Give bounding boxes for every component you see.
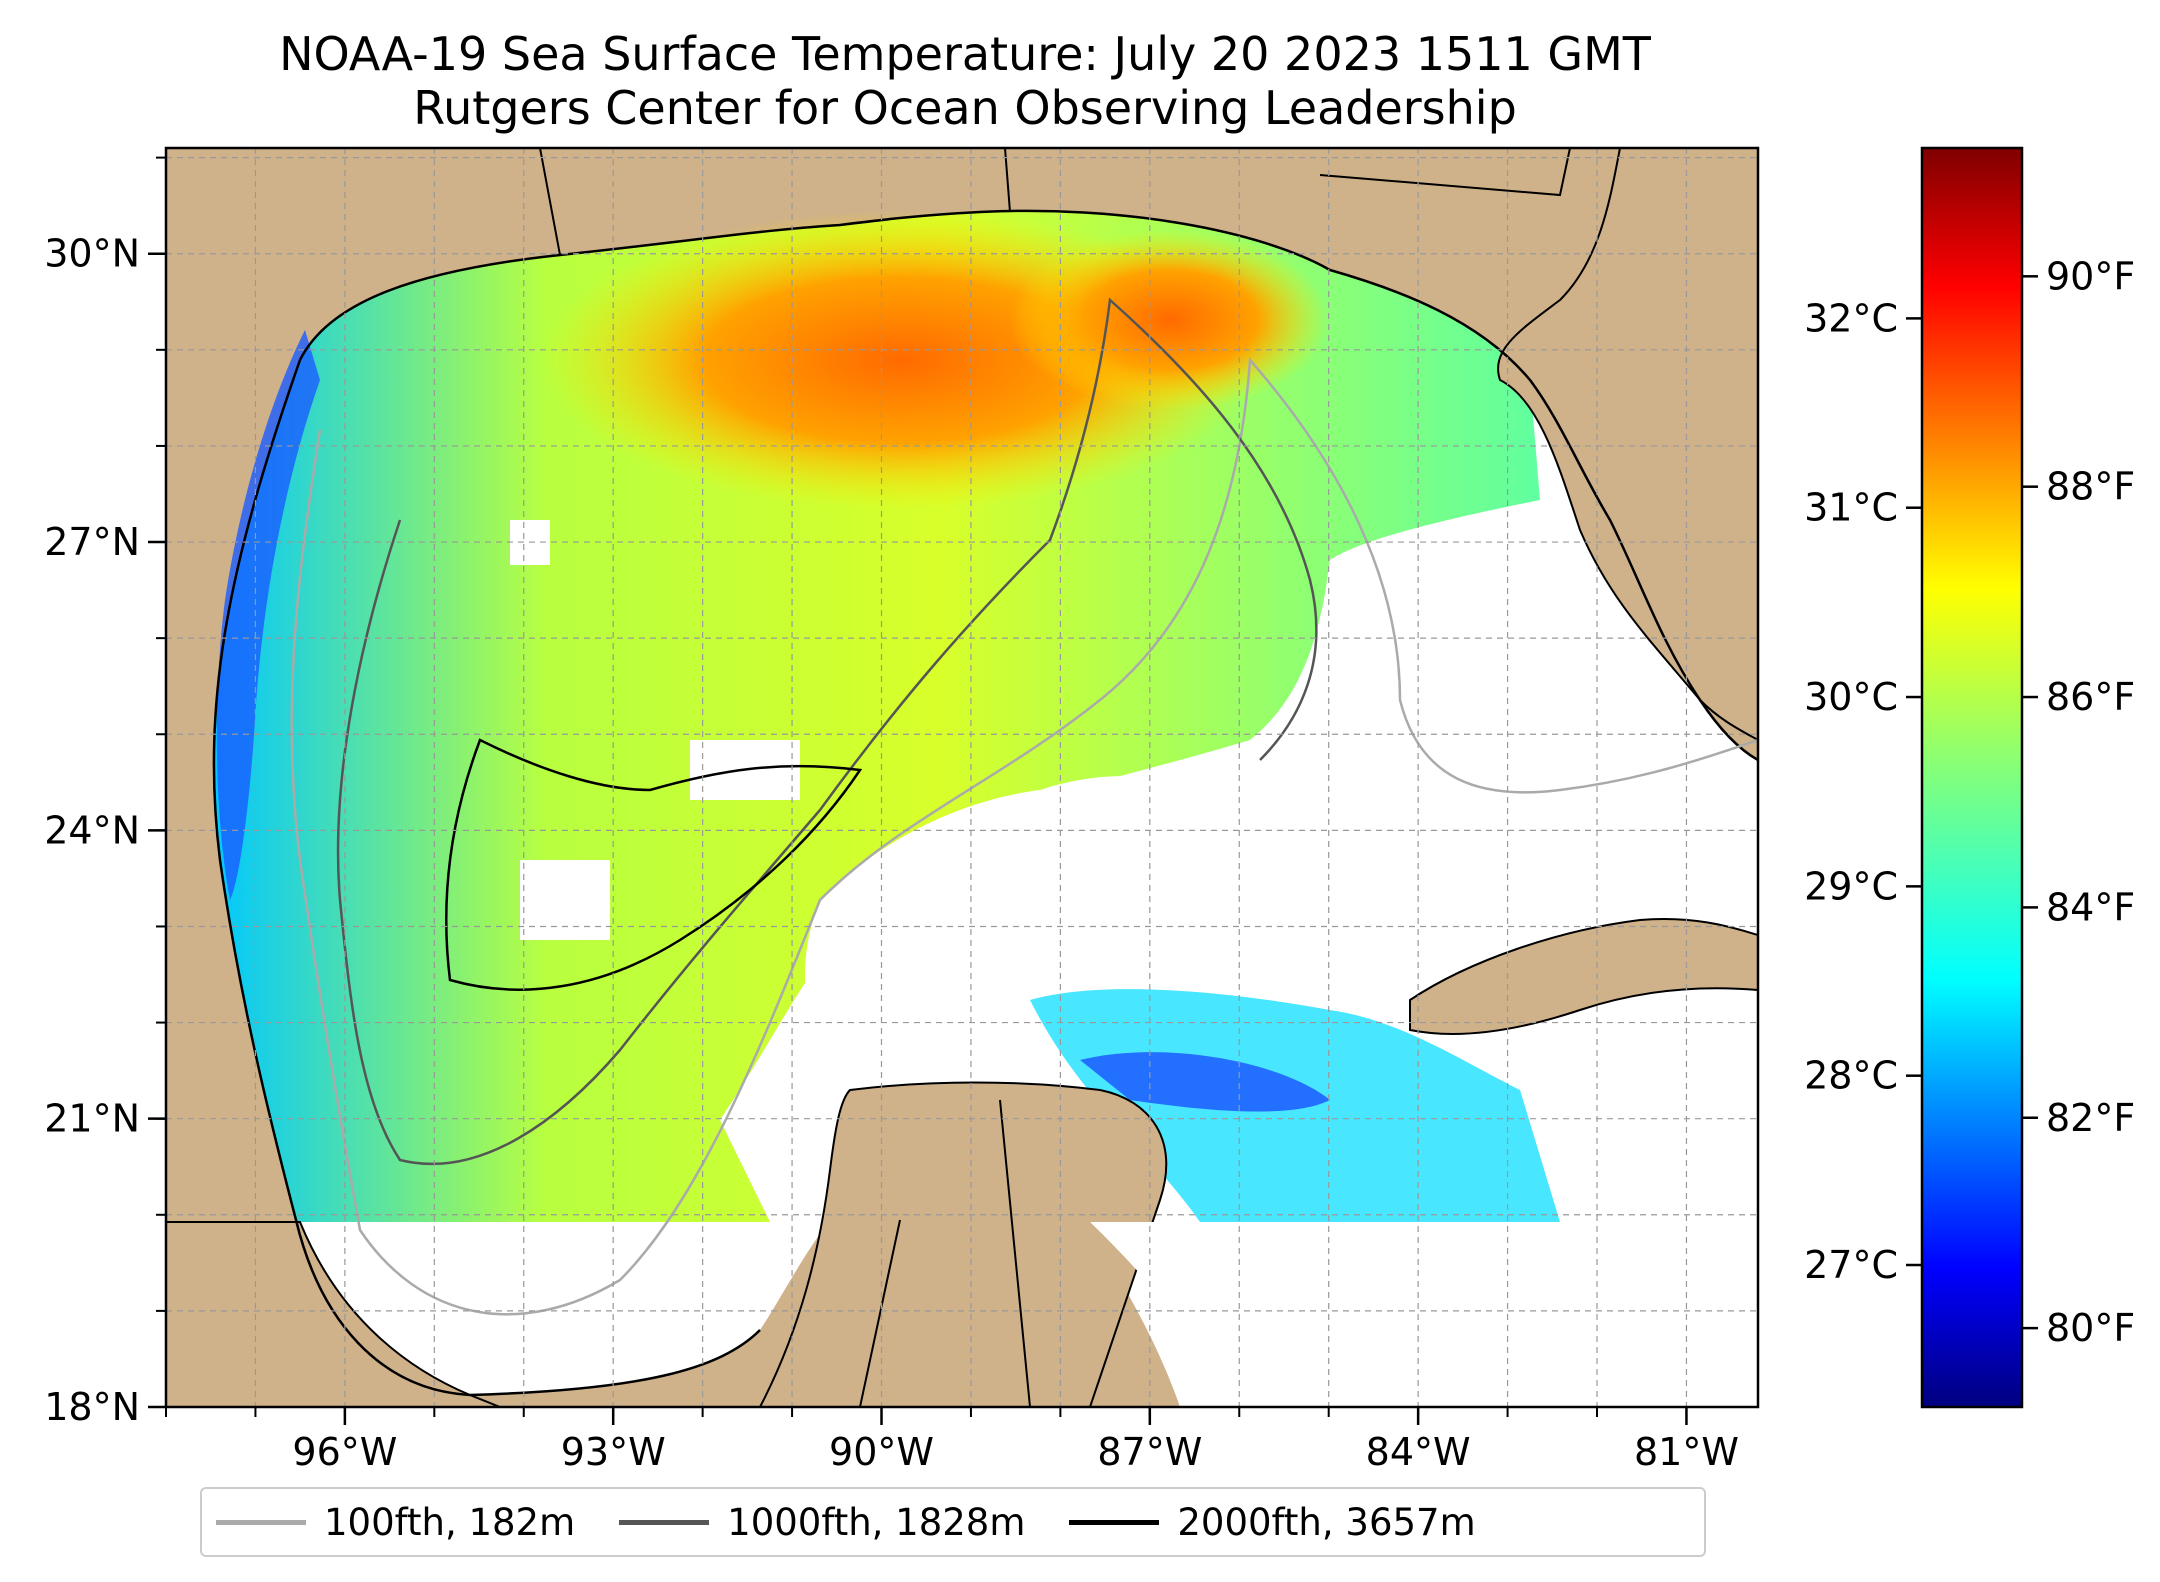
cloud-mask-east	[1322, 520, 1554, 780]
sst-cool-patch	[1080, 1052, 1330, 1112]
fahrenheit-tick-label: 80°F	[2046, 1306, 2135, 1350]
chart-title: NOAA-19 Sea Surface Temperature: July 20…	[279, 27, 1651, 81]
axis-ticks: 96°W 93°W 90°W 87°W 84°W 81°W 30°N 27°N 24°N 21°N…	[44, 156, 1739, 1474]
contour-100fth	[290, 356, 1758, 1316]
celsius-tick-label: 28°C	[1804, 1054, 1898, 1098]
coastline-west	[212, 359, 761, 1397]
legend-swatch-100fth	[216, 1519, 306, 1525]
coastline	[298, 209, 1758, 762]
fahrenheit-tick-label: 84°F	[2046, 885, 2135, 929]
lon-tick-label: 96°W	[292, 1430, 397, 1474]
legend: 100fth, 182m 1000fth, 1828m 2000fth, 365…	[200, 1487, 1706, 1557]
colorbar-ticks: 27°C 28°C 29°C 30°C 31°C 32°C 80°F 82°F 84°F 86°F…	[1804, 254, 2135, 1350]
celsius-tick-label: 32°C	[1804, 296, 1898, 340]
lat-tick-label: 24°N	[44, 808, 140, 852]
legend-swatch-1000fth	[619, 1519, 710, 1525]
land-yucatan	[758, 1081, 1168, 1407]
celsius-tick-label: 29°C	[1804, 864, 1898, 908]
lon-tick-label: 90°W	[829, 1430, 934, 1474]
caribbean-no-data	[1090, 1222, 1758, 1407]
legend-label-1000fth: 1000fth, 1828m	[727, 1500, 1026, 1544]
fahrenheit-tick-label: 86°F	[2046, 675, 2135, 719]
lon-tick-label: 93°W	[561, 1430, 666, 1474]
colorbar	[1920, 146, 2024, 1409]
cloud-patch-3	[520, 860, 610, 940]
contour-1000fth	[336, 297, 1318, 1166]
fahrenheit-tick-label: 82°F	[2046, 1096, 2135, 1140]
legend-item-2000fth: 2000fth, 3657m	[1069, 1500, 1476, 1544]
legend-label-100fth: 100fth, 182m	[324, 1500, 576, 1544]
land-florida	[1497, 148, 1758, 742]
lon-tick-label: 87°W	[1097, 1430, 1202, 1474]
legend-item-1000fth: 1000fth, 1828m	[619, 1501, 1025, 1544]
map-grid	[165, 148, 1758, 1408]
map-plot-area	[166, 148, 1758, 1407]
lat-tick-label: 21°N	[44, 1097, 140, 1141]
fahrenheit-tick-label: 88°F	[2046, 465, 2135, 509]
chart-subtitle: Rutgers Center for Ocean Observing Leade…	[413, 81, 1517, 135]
cloud-mask-central	[805, 776, 1220, 1069]
map-frame	[164, 146, 1760, 1409]
lon-tick-label: 81°W	[1634, 1430, 1739, 1474]
land-cuba	[1409, 918, 1758, 1035]
sst-field	[213, 210, 1541, 1222]
lat-tick-label: 27°N	[44, 520, 140, 564]
contour-2000fth	[445, 738, 863, 991]
celsius-tick-label: 27°C	[1804, 1243, 1898, 1287]
sst-cool-west-coast	[216, 330, 320, 900]
lat-tick-label: 30°N	[44, 232, 140, 276]
sst-warm-band-east	[1010, 230, 1330, 410]
border-lines	[539, 148, 1571, 1407]
lon-tick-label: 84°W	[1366, 1430, 1471, 1474]
fahrenheit-tick-label: 90°F	[2046, 254, 2135, 298]
celsius-tick-label: 30°C	[1804, 675, 1898, 719]
lat-tick-label: 18°N	[44, 1385, 140, 1429]
legend-label-2000fth: 2000fth, 3657m	[1177, 1500, 1476, 1544]
celsius-tick-label: 31°C	[1804, 486, 1898, 530]
legend-swatch-2000fth	[1069, 1519, 1160, 1525]
legend-item-100fth: 100fth, 182m	[216, 1501, 575, 1544]
